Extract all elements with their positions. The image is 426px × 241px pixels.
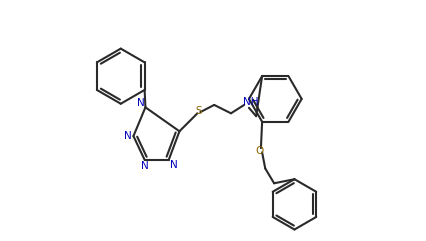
Text: S: S [195, 106, 202, 116]
Text: N: N [124, 131, 132, 141]
Text: N: N [141, 161, 149, 171]
Text: N: N [170, 160, 177, 170]
Text: NH: NH [243, 97, 259, 107]
Text: N: N [137, 98, 145, 107]
Text: O: O [255, 146, 263, 156]
